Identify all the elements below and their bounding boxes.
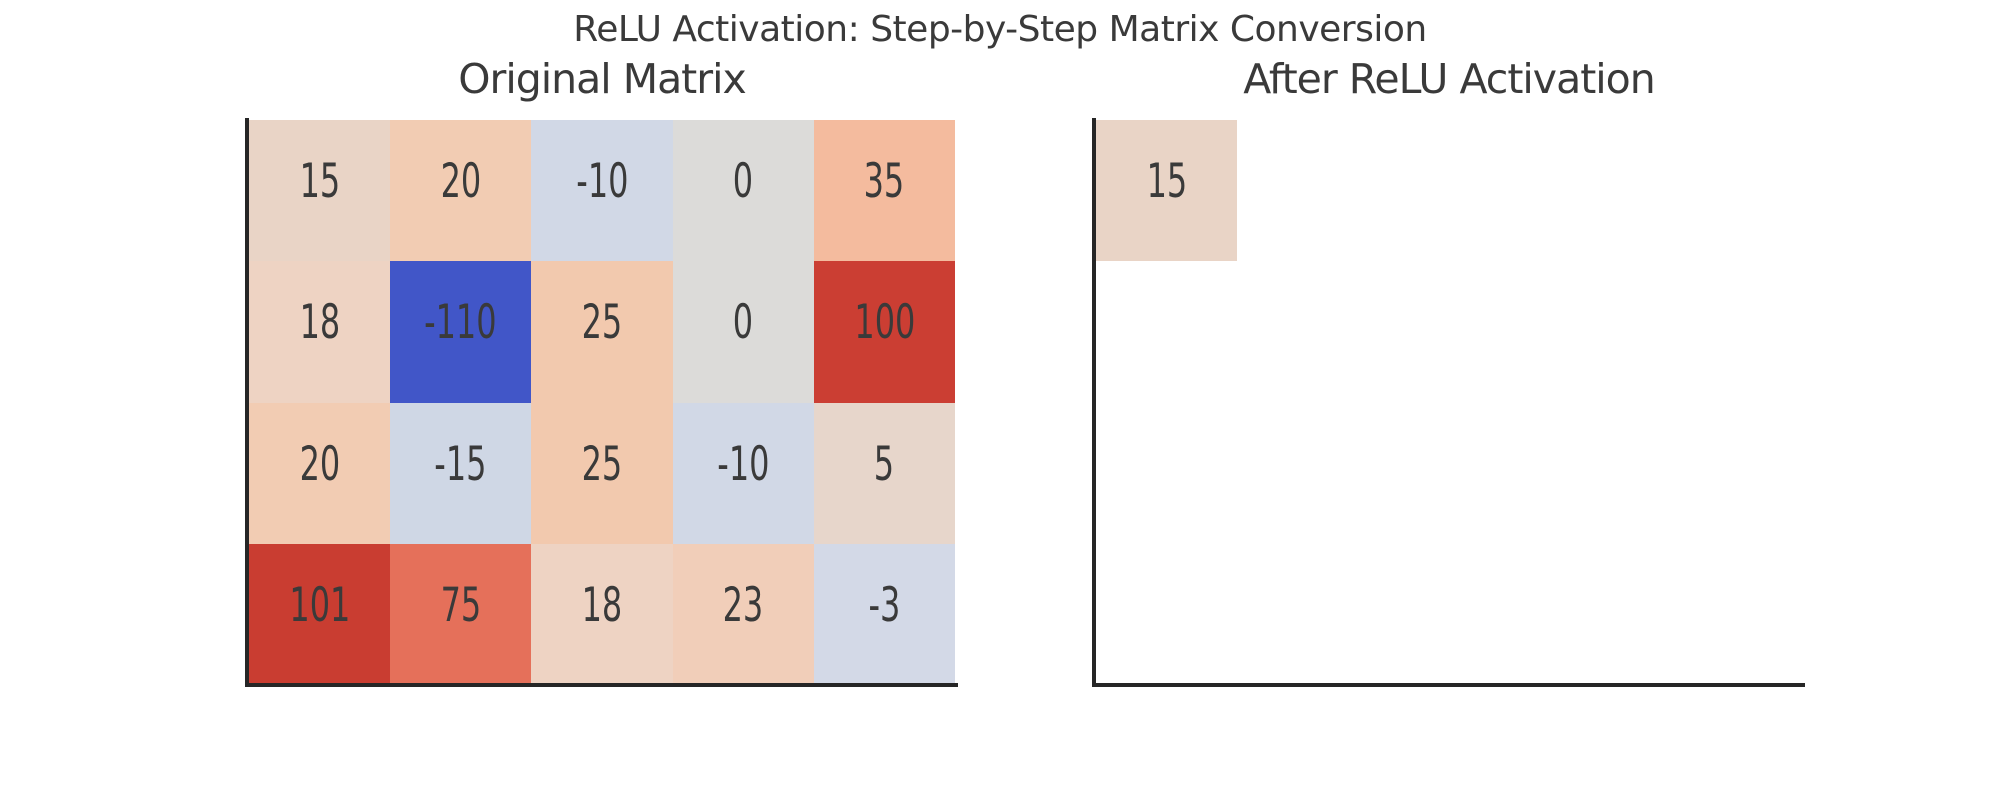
heatmap-cell: 18: [249, 261, 391, 403]
heatmap-cell: 100: [813, 261, 955, 403]
heatmap-cell: -3: [813, 543, 955, 685]
cell-value: 23: [722, 577, 764, 633]
cell-value: -110: [424, 295, 498, 351]
heatmap-cell: [1520, 403, 1661, 544]
heatmap-cell: [1661, 544, 1802, 685]
heatmap-cell: [1378, 261, 1519, 402]
cell-value: -10: [575, 154, 629, 210]
heatmap-cell: [1378, 544, 1519, 685]
cell-value: 20: [440, 154, 482, 210]
cell-value: -15: [434, 436, 487, 492]
heatmap-cell: 15: [1096, 120, 1238, 262]
heatmap-cell: 18: [531, 543, 673, 685]
heatmap-cell: 25: [531, 402, 673, 544]
heatmap-cell: -10: [672, 402, 814, 544]
heatmap-cell: [1096, 403, 1237, 544]
cell-value: 15: [1146, 154, 1187, 210]
heatmap-cell: [1237, 403, 1378, 544]
cell-value: 5: [874, 436, 895, 492]
cell-value: 101: [289, 577, 351, 633]
x-axis-spine: [1092, 683, 1805, 687]
heatmap-cell: 0: [672, 120, 814, 262]
heatmap-cell: 75: [390, 543, 532, 685]
heatmap-after-relu: 15: [1096, 120, 1802, 685]
cell-value: 25: [581, 436, 623, 492]
subplot-title-after-relu: After ReLU Activation: [1243, 55, 1655, 103]
heatmap-cell: [1237, 544, 1378, 685]
x-axis-spine: [245, 683, 958, 687]
cell-value: -10: [717, 436, 770, 492]
cell-value: 35: [864, 154, 905, 210]
heatmap-cell: [1096, 261, 1237, 402]
cell-value: -3: [868, 577, 901, 633]
heatmap-cell: 101: [249, 543, 391, 685]
heatmap-cell: -15: [390, 402, 532, 544]
subplot-original-matrix: Original Matrix 15 20 -10 0 35 18 -110 25 0 100 20…: [245, 55, 958, 687]
heatmap-cell: [1520, 544, 1661, 685]
cell-value: 0: [733, 154, 754, 210]
cell-value: 15: [299, 154, 340, 210]
heatmap-cell: [1520, 261, 1661, 402]
heatmap-original-matrix: 15 20 -10 0 35 18 -110 25 0 100 20 -15 25 -10 5 101 75 18…: [249, 120, 955, 685]
cell-value: 75: [440, 577, 482, 633]
heatmap-cell: [1661, 261, 1802, 402]
heatmap-cell: 0: [672, 261, 814, 403]
subplot-title-original-matrix: Original Matrix: [458, 55, 747, 103]
heatmap-cell: 20: [249, 402, 391, 544]
heatmap-cell: 15: [249, 120, 391, 262]
heatmap-cell: 5: [813, 402, 955, 544]
heatmap-cell: -110: [390, 261, 532, 403]
heatmap-cell: [1237, 261, 1378, 402]
heatmap-cell: [1661, 403, 1802, 544]
heatmap-cell: 20: [390, 120, 532, 262]
heatmap-cell: -10: [531, 120, 673, 262]
heatmap-cell: [1378, 403, 1519, 544]
cell-value: 25: [581, 295, 623, 351]
cell-value: 100: [853, 295, 915, 351]
heatmap-cell: [1661, 120, 1802, 261]
figure-suptitle: ReLU Activation: Step-by-Step Matrix Con…: [573, 9, 1427, 50]
subplot-after-relu: After ReLU Activation 15: [1092, 55, 1805, 687]
y-axis-spine: [245, 118, 249, 687]
heatmap-cell: [1096, 544, 1237, 685]
cell-value: 18: [299, 295, 340, 351]
y-axis-spine: [1092, 118, 1096, 687]
cell-value: 18: [581, 577, 623, 633]
heatmap-cell: [1237, 120, 1378, 261]
heatmap-cell: [1520, 120, 1661, 261]
heatmap-cell: 23: [672, 543, 814, 685]
heatmap-cell: 25: [531, 261, 673, 403]
cell-value: 20: [299, 436, 340, 492]
heatmap-cell: [1378, 120, 1519, 261]
heatmap-cell: 35: [813, 120, 955, 262]
cell-value: 0: [733, 295, 754, 351]
